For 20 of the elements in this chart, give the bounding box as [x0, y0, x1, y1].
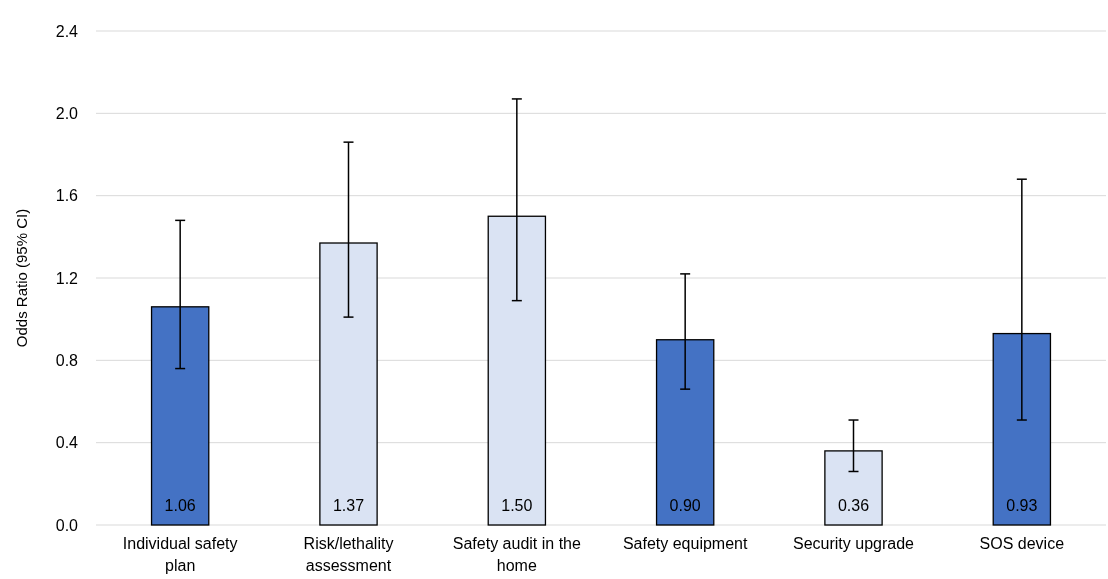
- y-tick-label: 1.6: [55, 187, 79, 205]
- data-label: 0.93: [1006, 497, 1038, 514]
- x-tick-label: Safety equipment: [622, 535, 748, 552]
- data-label: 0.90: [669, 497, 701, 514]
- y-tick-label: 2.0: [55, 104, 79, 122]
- data-label: 1.06: [164, 497, 196, 514]
- y-axis-title: Odds Ratio (95% CI): [13, 208, 31, 348]
- y-tick-label: 2.4: [55, 22, 79, 40]
- x-tick-label: Individual safety plan: [122, 535, 238, 574]
- x-tick-label: Risk/lethality assessment: [303, 535, 394, 574]
- y-tick-label: 0.4: [55, 434, 79, 452]
- x-tick-label: Safety audit in the home: [452, 535, 581, 574]
- y-tick-label: 1.2: [55, 269, 79, 287]
- y-tick-label: 0.8: [55, 351, 79, 369]
- data-label: 1.37: [332, 497, 365, 514]
- y-tick-label: 0.0: [55, 516, 79, 534]
- x-tick-label: SOS device: [979, 535, 1065, 552]
- data-label: 1.50: [501, 497, 533, 514]
- data-label: 0.36: [837, 497, 870, 514]
- x-tick-label: Security upgrade: [793, 535, 915, 552]
